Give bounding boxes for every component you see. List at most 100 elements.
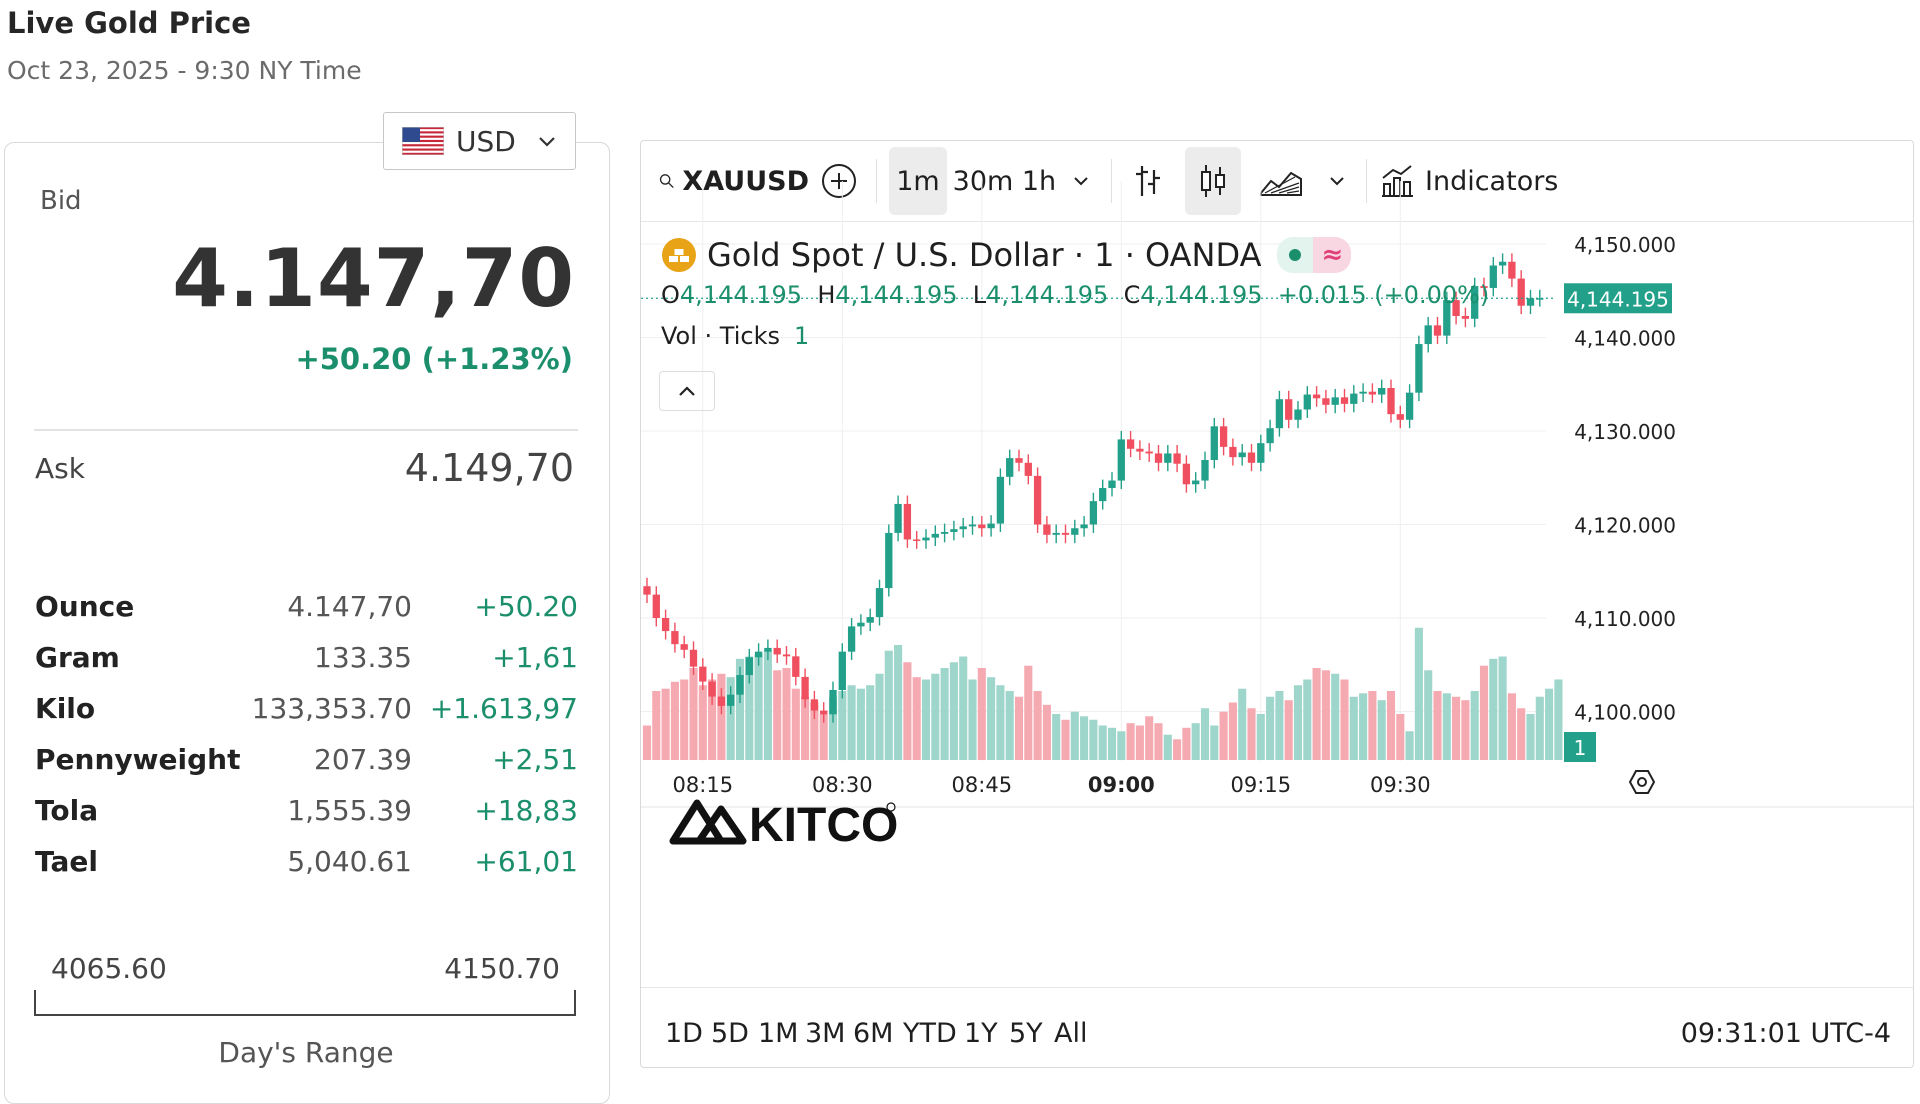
candle: [727, 694, 735, 706]
unit-change: +1,61: [492, 641, 578, 674]
volume-bar: [670, 681, 679, 760]
volume-bar: [642, 725, 652, 760]
volume-bar: [940, 668, 949, 760]
search-icon: [659, 174, 674, 188]
interval-1m[interactable]: 1m: [889, 147, 947, 215]
candle: [1387, 387, 1395, 415]
volume-bar: [1135, 725, 1144, 760]
volume-bar: [1284, 700, 1293, 760]
candle: [1452, 300, 1460, 316]
candle: [1015, 458, 1023, 463]
interval-30m[interactable]: 30m: [952, 165, 1014, 197]
range-tab-5d[interactable]: 5D: [711, 1018, 749, 1049]
candle: [1126, 439, 1135, 449]
low-value: 4,144.195: [986, 281, 1109, 309]
day-range-label: Day's Range: [218, 1036, 394, 1069]
y-tick-label: 4,100.000: [1574, 701, 1676, 725]
range-tab-1y[interactable]: 1Y: [964, 1018, 998, 1049]
volume-bar: [1507, 693, 1516, 760]
y-tick-label: 4,110.000: [1574, 607, 1676, 631]
candle: [1247, 452, 1256, 463]
price-chart[interactable]: 4,144.195 4,150.000 4,140.000 4,130.000 4,12…: [641, 141, 1913, 987]
candle: [1006, 458, 1014, 477]
volume-bar: [1545, 688, 1554, 760]
volume-bar: [949, 662, 958, 760]
volume-bar: [894, 645, 903, 760]
volume-bar: [689, 668, 698, 760]
unit-price: 207.39: [314, 743, 412, 776]
range-tab-all[interactable]: All: [1054, 1018, 1088, 1049]
symbol-search[interactable]: XAUUSD: [659, 147, 809, 215]
candle: [671, 631, 679, 645]
currency-select[interactable]: USD: [383, 112, 576, 170]
volume-bar: [1266, 696, 1275, 760]
chevron-down-icon: [1330, 177, 1344, 186]
volume-bar: [1107, 727, 1117, 760]
kitco-logo: KITCO: [669, 797, 899, 852]
high-label: H: [817, 281, 836, 309]
volume-bar: [1498, 656, 1507, 760]
candle: [875, 588, 884, 618]
candle: [1219, 426, 1228, 447]
y-tick-label: 4,150.000: [1574, 233, 1676, 257]
candle: [1071, 528, 1079, 535]
chevron-down-icon: [1074, 177, 1088, 186]
area-chart-type-button[interactable]: [1249, 147, 1313, 215]
candle: [1257, 443, 1265, 463]
interval-1h[interactable]: 1h: [1021, 165, 1057, 197]
volume-bar: [1238, 688, 1247, 760]
volume-bar: [745, 656, 754, 760]
candle: [764, 647, 772, 652]
volume-bar: [1024, 665, 1033, 760]
compare-symbol-button[interactable]: [817, 147, 861, 215]
candles-chart-type-button[interactable]: [1185, 147, 1241, 215]
market-status-pill[interactable]: ≈: [1277, 237, 1352, 273]
volume-bar: [717, 673, 726, 760]
ask-price: 4.149,70: [404, 446, 574, 490]
volume-bar: [1526, 714, 1535, 760]
interval-dropdown[interactable]: [1061, 147, 1101, 215]
range-tab-ytd[interactable]: YTD: [903, 1018, 957, 1049]
candle: [1498, 261, 1507, 266]
volume-bar: [726, 677, 735, 760]
chart-type-dropdown[interactable]: [1317, 147, 1357, 215]
candle: [1396, 414, 1404, 420]
candle: [1480, 286, 1488, 288]
candle: [1080, 524, 1088, 529]
candle: [801, 676, 809, 700]
bar-chart-type-button[interactable]: [1121, 147, 1175, 215]
chart-settings-icon[interactable]: [1628, 770, 1656, 794]
volume-bar: [987, 677, 996, 760]
volume-bar: [838, 691, 847, 760]
candle: [652, 594, 660, 618]
page-subtitle: Oct 23, 2025 - 9:30 NY Time: [7, 56, 362, 85]
volume-bar: [1470, 691, 1479, 760]
range-tab-1d[interactable]: 1D: [665, 1018, 703, 1049]
volume-bar: [1070, 711, 1079, 760]
range-tab-3m[interactable]: 3M: [805, 1018, 846, 1049]
range-tab-5y[interactable]: 5Y: [1009, 1018, 1043, 1049]
volume-bar: [1442, 693, 1451, 760]
page-title: Live Gold Price: [7, 6, 251, 40]
range-tab-6m[interactable]: 6M: [853, 1018, 894, 1049]
candle: [996, 476, 1005, 524]
volume-value: 1: [793, 322, 810, 350]
candle: [754, 651, 763, 658]
range-tab-1m[interactable]: 1M: [758, 1018, 799, 1049]
candle: [950, 529, 958, 532]
candle: [1099, 488, 1107, 502]
candle: [689, 649, 698, 667]
volume-bar: [1219, 711, 1228, 760]
volume-bar: [996, 685, 1005, 760]
volume-bar: [1061, 719, 1070, 760]
divider: [34, 429, 578, 431]
unit-row-ounce: Ounce 4.147,70 +50.20: [35, 590, 578, 630]
volume-bar: [735, 658, 745, 760]
area-chart-icon: [1260, 171, 1302, 196]
volume-bar: [1349, 696, 1358, 760]
collapse-legend-button[interactable]: [659, 371, 715, 411]
candle: [968, 524, 977, 527]
candle: [940, 531, 949, 534]
volume-bar: [763, 650, 772, 760]
indicators-button[interactable]: Indicators: [1379, 147, 1559, 215]
